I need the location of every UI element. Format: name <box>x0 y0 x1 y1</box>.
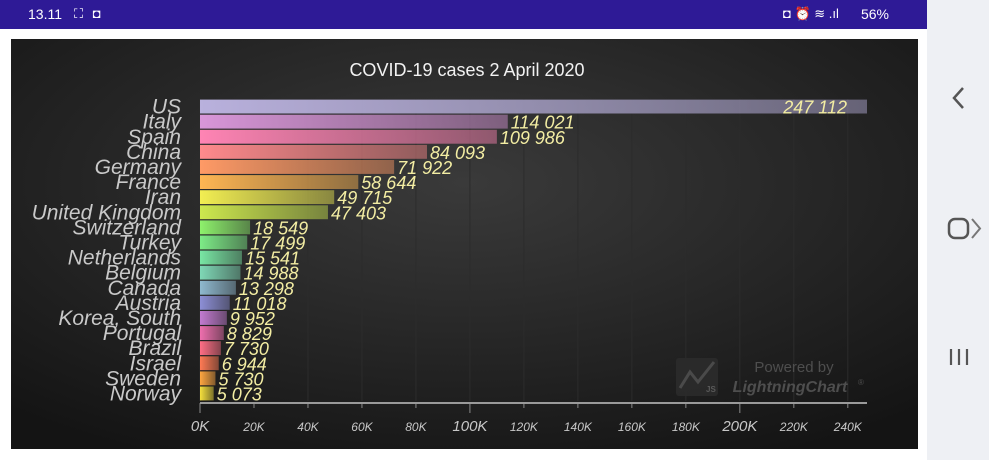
watermark-logo-mark <box>678 361 716 389</box>
bar <box>200 250 242 265</box>
bar <box>200 311 227 325</box>
bar <box>200 114 508 129</box>
bar <box>200 326 224 340</box>
category-label: Italy <box>142 111 182 134</box>
x-tick-label: 220K <box>779 420 809 434</box>
x-tick-label: 0K <box>191 418 210 435</box>
watermark-js: JS <box>706 385 716 394</box>
data-label: 8 829 <box>227 324 272 344</box>
category-label: Canada <box>107 277 181 300</box>
bar <box>200 280 236 295</box>
data-label: 15 541 <box>245 249 300 269</box>
data-label: 109 986 <box>500 128 566 148</box>
category-label: China <box>126 141 181 164</box>
category-label: France <box>116 171 181 194</box>
data-label: 14 988 <box>243 264 298 284</box>
home-icon-chevron <box>971 218 982 239</box>
watermark-logo <box>676 358 718 396</box>
bar <box>200 220 251 235</box>
category-label: Netherlands <box>68 247 182 270</box>
bar <box>200 386 214 401</box>
category-label: Switzerland <box>72 216 182 239</box>
bar <box>200 371 216 386</box>
category-label: Germany <box>95 156 183 179</box>
status-right-icons: ◘ ⏰ ≋ .ıl <box>783 6 839 21</box>
watermark-registered: ® <box>858 378 864 387</box>
battery-level: 56% <box>860 6 889 22</box>
data-label: 5 073 <box>217 384 262 404</box>
data-label: 49 715 <box>337 188 393 208</box>
x-tick-label: 160K <box>618 420 647 434</box>
chart-title: COVID-19 cases 2 April 2020 <box>349 60 584 80</box>
x-tick-label: 240K <box>833 420 863 434</box>
data-label: 17 499 <box>250 233 305 253</box>
bar <box>200 190 335 205</box>
bar <box>200 265 241 280</box>
x-tick-label: 60K <box>351 420 373 434</box>
bar <box>200 341 221 356</box>
bar <box>200 295 230 310</box>
data-label: 13 298 <box>239 279 294 299</box>
back-icon <box>952 87 964 109</box>
category-label: Korea, South <box>58 307 181 330</box>
category-label: Sweden <box>105 367 181 390</box>
bar <box>200 129 497 144</box>
data-label: 71 922 <box>397 158 452 178</box>
category-label: Portugal <box>103 322 183 345</box>
data-label: 114 021 <box>511 113 575 133</box>
category-label: Norway <box>110 382 183 405</box>
x-tick-label: 40K <box>297 420 319 434</box>
x-tick-label: 100K <box>452 418 488 435</box>
category-label: Iran <box>145 186 181 209</box>
bar <box>200 175 359 189</box>
data-label: 9 952 <box>230 309 275 329</box>
watermark-brand: LightningChart <box>733 379 848 396</box>
home-button[interactable] <box>946 214 984 244</box>
category-label: Israel <box>130 352 183 375</box>
bar <box>200 160 395 174</box>
bar <box>200 235 248 250</box>
x-tick-label: 140K <box>564 420 593 434</box>
bar <box>200 99 867 114</box>
bar <box>200 356 219 371</box>
category-label: Spain <box>127 126 181 149</box>
status-time: 13.11 <box>28 6 62 22</box>
recents-icon <box>949 349 969 365</box>
category-label: Austria <box>114 292 181 315</box>
x-tick-label: 200K <box>721 418 758 435</box>
watermark: JS Powered by LightningChart ® <box>676 358 864 396</box>
notification-icons: ⛶ ◘ <box>74 6 104 21</box>
category-label: Turkey <box>118 231 182 254</box>
data-label: 11 018 <box>233 294 287 314</box>
bar <box>200 144 427 159</box>
watermark-powered: Powered by <box>754 359 834 376</box>
data-label: 47 403 <box>331 203 386 223</box>
data-label: 5 730 <box>218 369 263 389</box>
data-label: 58 644 <box>361 173 416 193</box>
recents-button[interactable] <box>946 346 972 368</box>
data-label: 6 944 <box>222 354 267 374</box>
data-label: 18 549 <box>253 218 308 238</box>
x-tick-label: 120K <box>510 420 539 434</box>
category-label: US <box>152 96 181 119</box>
x-tick-label: 80K <box>405 420 427 434</box>
category-label: Belgium <box>105 262 181 285</box>
data-label: 247 112 <box>782 98 847 118</box>
x-tick-label: 20K <box>242 420 265 434</box>
data-label: 84 093 <box>430 143 485 163</box>
x-tick-label: 180K <box>672 420 701 434</box>
back-button[interactable] <box>949 84 969 112</box>
bar <box>200 205 328 220</box>
status-bar: 13.11 ⛶ ◘ 56% <box>0 0 927 29</box>
home-icon <box>947 217 970 240</box>
data-label: 7 730 <box>224 339 269 359</box>
category-label: United Kingdom <box>32 201 181 224</box>
category-label: Brazil <box>128 337 182 360</box>
